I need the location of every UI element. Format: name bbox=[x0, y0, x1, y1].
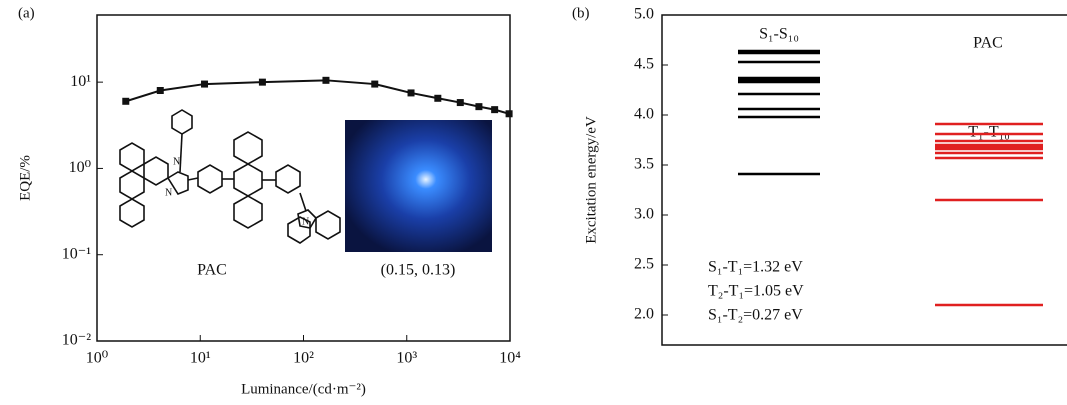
series-label: T₁-T₁₀ bbox=[968, 124, 1010, 141]
data-point bbox=[258, 78, 266, 86]
y-tick-label: 5.0 bbox=[634, 6, 654, 23]
annotation: PAC bbox=[973, 35, 1003, 52]
atom-label: N bbox=[165, 187, 172, 198]
annotation: T₂-T₁=1.05 eV bbox=[708, 283, 804, 300]
atom-label: N bbox=[173, 156, 180, 167]
y-tick-label: 4.5 bbox=[634, 56, 654, 73]
y-tick-label: 2.5 bbox=[634, 256, 654, 273]
device-photo bbox=[345, 120, 492, 252]
y-tick-label: 10⁻¹ bbox=[62, 245, 91, 262]
data-point bbox=[407, 89, 415, 97]
data-point bbox=[491, 106, 499, 114]
y-tick-label: 10⁰ bbox=[69, 159, 91, 176]
data-point bbox=[456, 99, 464, 107]
y-axis-label: Excitation energy/eV bbox=[583, 116, 599, 244]
data-point bbox=[371, 80, 379, 88]
annotation: S₁-T₂=0.27 eV bbox=[708, 307, 803, 324]
y-tick-label: 2.0 bbox=[634, 306, 654, 323]
data-point bbox=[201, 80, 209, 88]
data-point bbox=[122, 97, 130, 105]
y-axis-label: EQE/% bbox=[17, 155, 33, 201]
x-tick-label: 10¹ bbox=[190, 350, 211, 367]
series-label: S₁-S₁₀ bbox=[759, 26, 799, 43]
data-point bbox=[475, 103, 483, 111]
atom-label: N bbox=[302, 216, 309, 227]
x-tick-label: 10⁰ bbox=[86, 350, 108, 367]
x-axis-label: Luminance/(cd·m⁻²) bbox=[241, 381, 366, 397]
y-tick-label: 10⁻² bbox=[62, 332, 91, 349]
panel-label: (b) bbox=[572, 5, 590, 21]
y-tick-label: 4.0 bbox=[634, 106, 654, 123]
data-point bbox=[156, 87, 164, 95]
molecule bbox=[119, 109, 341, 244]
annotation: PAC bbox=[197, 262, 227, 279]
x-tick-label: 10³ bbox=[396, 350, 417, 367]
data-point bbox=[505, 110, 513, 118]
x-tick-label: 10⁴ bbox=[499, 350, 521, 367]
y-tick-label: 3.0 bbox=[634, 206, 654, 223]
annotation: S₁-T₁=1.32 eV bbox=[708, 259, 803, 276]
y-tick-label: 10¹ bbox=[70, 73, 91, 90]
data-point bbox=[434, 94, 442, 102]
data-point bbox=[322, 76, 330, 84]
annotation: (0.15, 0.13) bbox=[381, 262, 456, 279]
data-line bbox=[125, 79, 510, 115]
x-tick-label: 10² bbox=[293, 350, 314, 367]
y-tick-label: 3.5 bbox=[634, 156, 654, 173]
plot-frame bbox=[661, 14, 1067, 346]
panel-label: (a) bbox=[18, 5, 35, 21]
